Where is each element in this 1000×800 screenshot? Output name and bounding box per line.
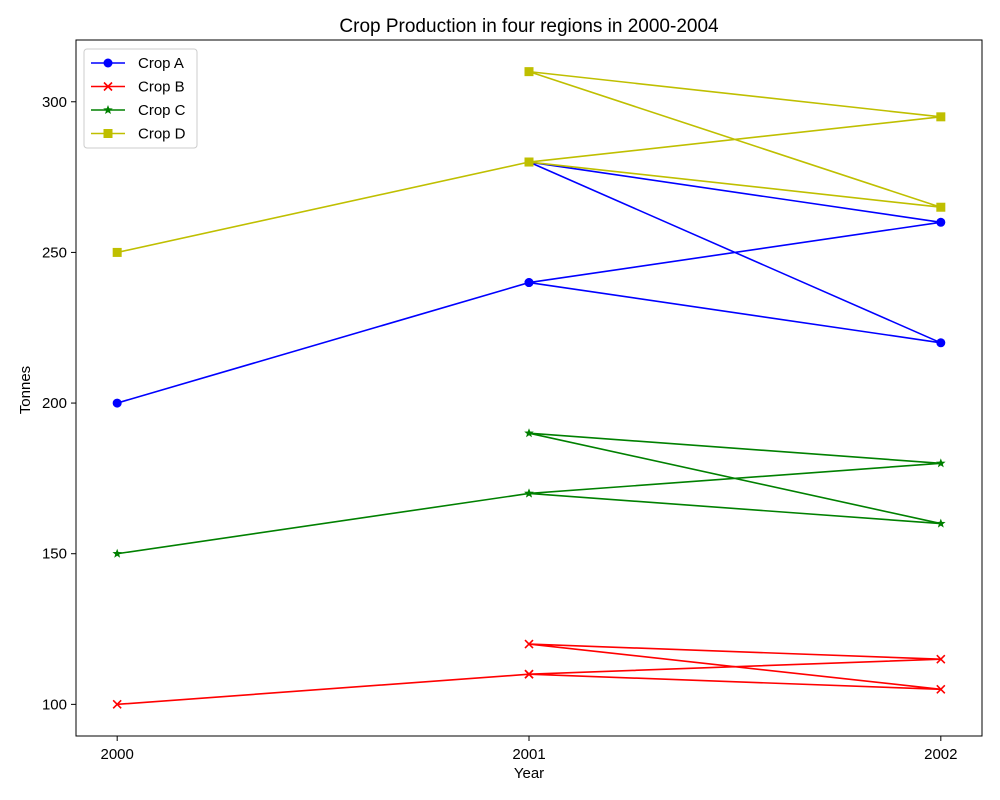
y-axis-label: Tonnes bbox=[17, 366, 34, 414]
data-point bbox=[936, 112, 946, 122]
legend: Crop A Crop B Crop C Crop D bbox=[83, 48, 198, 149]
y-tick-label: 300 bbox=[42, 94, 67, 111]
legend-label: Crop D bbox=[138, 126, 186, 143]
data-point bbox=[112, 548, 122, 558]
legend-label: Crop A bbox=[138, 55, 184, 72]
chart-title: Crop Production in four regions in 2000-… bbox=[339, 16, 719, 37]
data-point bbox=[112, 398, 122, 408]
data-point bbox=[936, 217, 946, 227]
data-point bbox=[936, 654, 946, 664]
y-axis: 100 150 200 250 300 bbox=[42, 94, 76, 713]
y-tick-label: 100 bbox=[42, 696, 67, 713]
series-crop-c bbox=[112, 428, 946, 558]
data-point bbox=[524, 639, 534, 649]
data-point bbox=[524, 428, 534, 438]
data-point bbox=[112, 699, 122, 709]
data-point bbox=[936, 458, 946, 468]
x-tick-label: 2001 bbox=[512, 746, 545, 763]
data-point bbox=[524, 488, 534, 498]
y-tick-label: 150 bbox=[42, 546, 67, 563]
series-line bbox=[117, 70, 942, 254]
x-axis-label: Year bbox=[514, 765, 544, 782]
series-line bbox=[117, 432, 942, 555]
legend-label: Crop C bbox=[138, 102, 186, 119]
series-crop-b bbox=[112, 639, 946, 709]
x-tick-label: 2002 bbox=[924, 746, 957, 763]
data-point bbox=[524, 278, 534, 288]
series-line bbox=[116, 161, 942, 404]
data-point bbox=[524, 67, 534, 77]
data-point bbox=[936, 202, 946, 212]
data-point bbox=[524, 669, 534, 679]
series-crop-d bbox=[112, 67, 946, 257]
data-point bbox=[936, 518, 946, 528]
legend-marker bbox=[103, 129, 113, 138]
legend-label: Crop B bbox=[138, 79, 185, 96]
series-line bbox=[117, 643, 942, 706]
y-tick-label: 200 bbox=[42, 395, 67, 412]
legend-marker bbox=[103, 81, 113, 92]
x-tick-label: 2000 bbox=[100, 746, 133, 763]
data-point bbox=[524, 157, 534, 167]
data-point bbox=[112, 247, 122, 257]
y-tick-label: 250 bbox=[42, 244, 67, 261]
x-axis: 2000 2001 2002 bbox=[100, 736, 958, 763]
data-point bbox=[936, 338, 946, 348]
legend-box bbox=[83, 48, 198, 149]
data-point bbox=[936, 684, 946, 694]
legend-marker bbox=[103, 58, 113, 68]
legend-marker bbox=[103, 105, 113, 115]
series-layer bbox=[112, 67, 946, 709]
